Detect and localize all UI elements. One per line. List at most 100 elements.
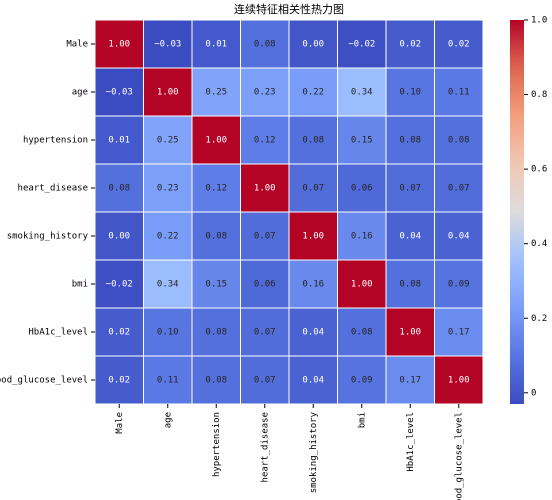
heatmap-cell <box>240 211 290 261</box>
cell-label: 0.22 <box>302 88 324 98</box>
cell-label: 0.16 <box>351 232 373 242</box>
cell-label: 0.01 <box>108 136 130 146</box>
heatmap-cell <box>385 211 435 261</box>
heatmap-cell <box>191 115 241 165</box>
x-tick-label: bmi <box>357 412 367 428</box>
heatmap-cell <box>337 307 387 357</box>
cell-label: 0.34 <box>351 88 373 98</box>
cell-label: 0.08 <box>205 232 227 242</box>
cell-label: 0.22 <box>157 232 179 242</box>
colorbar <box>510 20 524 404</box>
cell-label: 0.04 <box>448 232 470 242</box>
heatmap-cell <box>143 67 193 117</box>
cell-label: 0.04 <box>302 328 324 338</box>
cell-label: 1.00 <box>205 136 227 146</box>
cell-label: 0.07 <box>254 376 276 386</box>
heatmap-cell <box>434 355 484 405</box>
heatmap-cell <box>191 259 241 309</box>
cell-label: 0.02 <box>108 376 130 386</box>
cell-label: 0.01 <box>205 40 227 50</box>
cell-label: −0.02 <box>106 280 133 290</box>
y-tick-label: Male <box>66 40 88 50</box>
cell-label: 0.25 <box>205 88 227 98</box>
colorbar-tick-label: 0 <box>531 388 536 398</box>
cell-label: 0.17 <box>399 376 421 386</box>
heatmap-cell <box>191 163 241 213</box>
heatmap-cell <box>337 19 387 69</box>
cell-label: −0.03 <box>106 88 133 98</box>
heatmap-cell <box>434 19 484 69</box>
heatmap-cell <box>337 67 387 117</box>
cell-label: 1.00 <box>351 280 373 290</box>
cell-label: 0.12 <box>205 184 227 194</box>
cell-label: 0.12 <box>254 136 276 146</box>
cell-label: 0.15 <box>205 280 227 290</box>
x-tick-label: HbA1c_level <box>406 412 416 472</box>
cell-label: 0.09 <box>448 280 470 290</box>
x-tick-label: age <box>163 412 173 428</box>
y-tick-label: HbA1c_level <box>28 328 88 338</box>
cell-label: 1.00 <box>254 184 276 194</box>
heatmap-cell <box>288 355 338 405</box>
cell-label: 1.00 <box>399 328 421 338</box>
heatmap-cell <box>337 259 387 309</box>
cell-label: 1.00 <box>108 40 130 50</box>
cell-label: 0.15 <box>351 136 373 146</box>
heatmap-cell <box>434 211 484 261</box>
heatmap-cell <box>143 19 193 69</box>
cell-label: 0.07 <box>399 184 421 194</box>
cell-label: 0.02 <box>448 40 470 50</box>
cell-label: 0.02 <box>108 328 130 338</box>
chart-title: 连续特征相关性热力图 <box>234 2 344 16</box>
cell-label: 0.08 <box>108 184 130 194</box>
cell-label: 0.08 <box>399 280 421 290</box>
colorbar-tick-label: 0.6 <box>531 165 547 175</box>
heatmap-cell <box>385 259 435 309</box>
heatmap-cell <box>191 19 241 69</box>
heatmap-cell <box>94 19 144 69</box>
heatmap-cell <box>143 259 193 309</box>
cell-label: 0.17 <box>448 328 470 338</box>
cell-label: 0.00 <box>108 232 130 242</box>
cell-label: 0.04 <box>302 376 324 386</box>
x-tick-label: heart_disease <box>260 412 270 482</box>
cell-label: 0.34 <box>157 280 179 290</box>
heatmap-cell <box>434 259 484 309</box>
heatmap-cell <box>288 259 338 309</box>
heatmap-cell <box>240 163 290 213</box>
y-tick-label: heart_disease <box>18 184 88 194</box>
y-tick-label: hypertension <box>23 136 88 146</box>
heatmap-cell <box>240 115 290 165</box>
heatmap-cell <box>191 355 241 405</box>
cell-label: 0.25 <box>157 136 179 146</box>
colorbar-tick-label: 0.2 <box>531 314 547 324</box>
cell-label: 0.06 <box>254 280 276 290</box>
heatmap-cell <box>288 163 338 213</box>
heatmap-cell <box>143 307 193 357</box>
heatmap-cell <box>337 115 387 165</box>
colorbar-tick-label: 0.4 <box>531 239 547 249</box>
cell-label: 0.06 <box>351 184 373 194</box>
heatmap-cell <box>288 211 338 261</box>
cell-label: 0.08 <box>254 40 276 50</box>
cell-label: 0.00 <box>302 40 324 50</box>
cell-label: 0.10 <box>399 88 421 98</box>
y-tick-label: blood_glucose_level <box>0 376 88 386</box>
cell-label: 0.11 <box>448 88 470 98</box>
heatmap-cell <box>385 115 435 165</box>
cell-label: 0.07 <box>254 328 276 338</box>
heatmap-cell <box>191 307 241 357</box>
heatmap-cell <box>385 307 435 357</box>
x-tick-label: blood_glucose_level <box>454 412 464 500</box>
x-tick-label: hypertension <box>212 412 222 477</box>
cell-label: 0.08 <box>448 136 470 146</box>
colorbar-tick-label: 0.8 <box>531 90 547 100</box>
cell-label: 0.08 <box>302 136 324 146</box>
x-tick-label: smoking_history <box>309 411 319 493</box>
x-tick-label: Male <box>115 412 125 434</box>
heatmap-cell <box>288 115 338 165</box>
cell-label: 1.00 <box>157 88 179 98</box>
cell-label: 0.08 <box>205 328 227 338</box>
cell-label: 0.07 <box>254 232 276 242</box>
